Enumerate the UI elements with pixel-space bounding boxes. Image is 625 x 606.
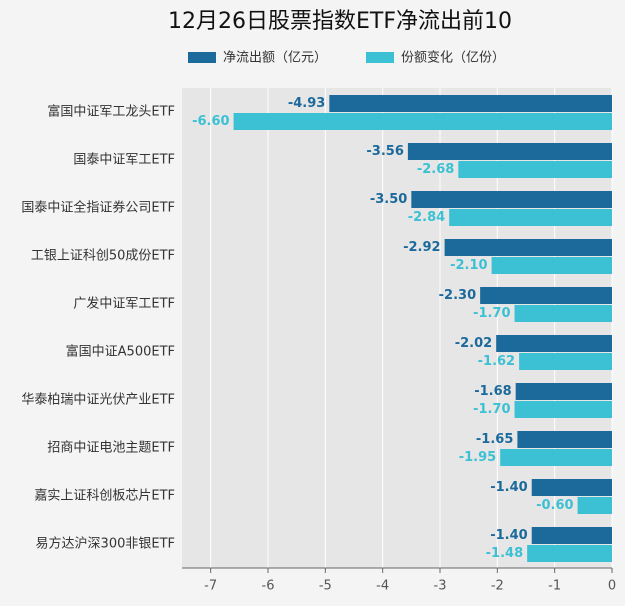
value-label: -1.62 — [478, 354, 515, 369]
value-label: -2.68 — [417, 162, 454, 177]
bar — [515, 383, 612, 400]
x-tick-label: -4 — [376, 579, 389, 594]
y-tick-label: 工银上证科创50成份ETF — [31, 249, 175, 264]
bar — [514, 305, 612, 322]
bar — [329, 95, 612, 112]
y-tick-label: 华泰柏瑞中证光伏产业ETF — [21, 393, 175, 408]
x-tick-label: -2 — [491, 579, 504, 594]
bar — [517, 431, 612, 448]
bar — [519, 353, 612, 370]
x-tick-label: -3 — [434, 579, 447, 594]
y-tick-label: 国泰中证全指证券公司ETF — [21, 200, 175, 216]
value-label: -2.92 — [403, 240, 440, 255]
legend-swatch — [366, 52, 394, 63]
x-tick-label: 0 — [608, 579, 616, 594]
bar — [500, 449, 612, 466]
y-tick-label: 嘉实上证科创板芯片ETF — [34, 489, 175, 504]
y-tick-label: 富国中证A500ETF — [66, 344, 175, 360]
bar — [458, 161, 612, 178]
x-tick-label: -7 — [204, 579, 217, 594]
value-label: -3.56 — [366, 144, 403, 159]
value-label: -2.02 — [455, 336, 492, 351]
bar — [407, 143, 612, 160]
value-label: -4.93 — [288, 96, 325, 111]
bar — [527, 545, 612, 562]
bar — [411, 191, 612, 208]
value-label: -1.40 — [490, 528, 527, 543]
bar — [444, 239, 612, 256]
value-label: -1.65 — [476, 432, 513, 447]
bar — [577, 497, 612, 514]
legend-label: 净流出额（亿元） — [223, 51, 327, 66]
value-label: -1.48 — [486, 546, 523, 561]
value-label: -1.68 — [474, 384, 511, 399]
x-tick-label: -6 — [262, 579, 275, 594]
value-label: -1.40 — [490, 480, 527, 495]
bar — [531, 479, 612, 496]
legend-swatch — [188, 52, 216, 63]
value-label: -2.30 — [439, 288, 476, 303]
bar — [480, 287, 612, 304]
value-label: -2.10 — [450, 258, 487, 273]
x-tick-label: -5 — [319, 579, 332, 594]
bar — [531, 527, 612, 544]
bar — [496, 335, 612, 352]
y-tick-label: 招商中证电池主题ETF — [47, 441, 175, 456]
value-label: -0.60 — [536, 498, 573, 513]
bar — [449, 209, 612, 226]
bar — [514, 401, 612, 418]
y-tick-label: 易方达沪深300非银ETF — [36, 536, 175, 552]
value-label: -1.70 — [473, 306, 510, 321]
y-tick-label: 广发中证军工ETF — [73, 296, 175, 312]
y-tick-label: 富国中证军工龙头ETF — [47, 104, 175, 120]
chart-title: 12月26日股票指数ETF净流出前10 — [168, 9, 512, 34]
value-label: -1.95 — [459, 450, 496, 465]
value-label: -3.50 — [370, 192, 407, 207]
bar — [491, 257, 612, 274]
bar — [233, 113, 612, 130]
legend-label: 份额变化（亿份） — [401, 50, 505, 66]
value-label: -1.70 — [473, 402, 510, 417]
y-tick-label: 国泰中证军工ETF — [73, 153, 175, 168]
x-tick-label: -1 — [548, 579, 561, 594]
value-label: -2.84 — [408, 210, 445, 225]
value-label: -6.60 — [192, 114, 229, 129]
